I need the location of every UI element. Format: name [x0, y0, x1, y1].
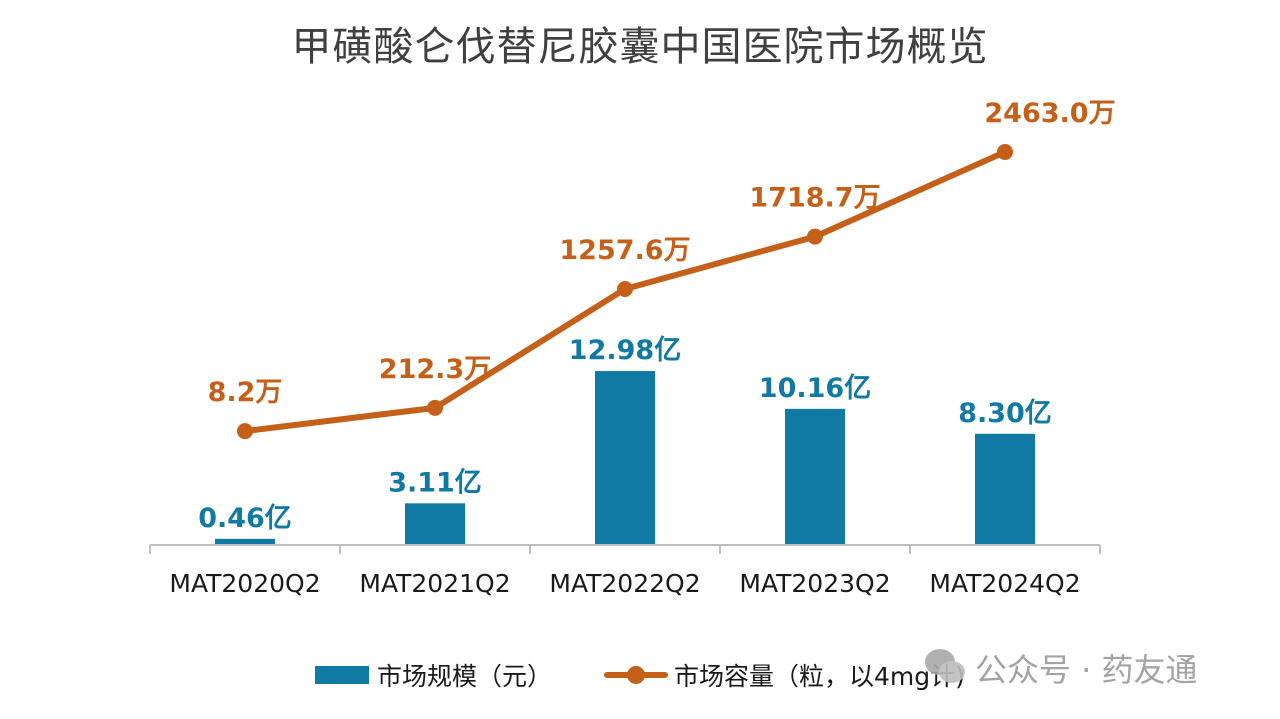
line-point-MAT2022Q2 [617, 281, 633, 298]
line-data-labels: 8.2万 212.3万 1257.6万 1718.7万 2463.0万 [208, 98, 1116, 408]
bar-label-MAT2021Q2: 3.11亿 [388, 467, 482, 498]
bar-MAT2020Q2 [215, 538, 275, 545]
bar-MAT2024Q2 [975, 433, 1035, 545]
line-label-MAT2022Q2: 1257.6万 [559, 235, 690, 266]
line-label-MAT2021Q2: 212.3万 [379, 354, 491, 385]
line-point-MAT2023Q2 [807, 228, 823, 245]
wechat-icon [925, 647, 967, 689]
bar-label-MAT2024Q2: 8.30亿 [958, 398, 1052, 429]
bar-MAT2023Q2 [785, 408, 845, 545]
x-tick-label: MAT2024Q2 [929, 569, 1080, 598]
watermark-text: 公众号 · 药友通 [975, 651, 1198, 689]
line-label-MAT2024Q2: 2463.0万 [984, 98, 1115, 129]
line-point-MAT2020Q2 [237, 423, 253, 440]
bar-label-MAT2022Q2: 12.98亿 [569, 335, 681, 366]
legend-swatch-bar [315, 666, 369, 684]
line-point-MAT2021Q2 [427, 399, 443, 416]
bar-label-MAT2023Q2: 10.16亿 [759, 373, 871, 404]
x-tick-label: MAT2022Q2 [549, 569, 700, 598]
bar-label-MAT2020Q2: 0.46亿 [198, 503, 292, 534]
x-tick-label: MAT2021Q2 [359, 569, 510, 598]
legend-label-market-volume: 市场容量（粒，以4mg计) [674, 662, 965, 691]
bar-MAT2021Q2 [405, 503, 465, 545]
plot-area: MAT2020Q2 MAT2021Q2 MAT2022Q2 MAT2023Q2 MAT2… [149, 98, 1116, 598]
x-axis [149, 544, 1101, 554]
x-tick-label: MAT2020Q2 [169, 569, 320, 598]
line-point-MAT2024Q2 [997, 143, 1013, 160]
legend-swatch-line [604, 665, 669, 685]
chart-title: 甲磺酸仑伐替尼胶囊中国医院市场概览 [291, 24, 989, 70]
line-series [237, 143, 1013, 440]
watermark: 公众号 · 药友通 [925, 645, 1198, 691]
bar-series [215, 371, 1035, 545]
legend-item-market-size[interactable]: 市场规模（元） [315, 657, 552, 693]
x-tick-labels: MAT2020Q2 MAT2021Q2 MAT2022Q2 MAT2023Q2 MAT2… [169, 569, 1080, 598]
legend: 市场规模（元） 市场容量（粒，以4mg计) [315, 655, 1017, 695]
bar-data-labels: 0.46亿 3.11亿 12.98亿 10.16亿 8.30亿 [198, 335, 1052, 534]
legend-label-market-size: 市场规模（元） [377, 662, 553, 691]
legend-item-market-volume[interactable]: 市场容量（粒，以4mg计) [604, 657, 965, 693]
line-label-MAT2020Q2: 8.2万 [208, 377, 283, 408]
x-tick-label: MAT2023Q2 [739, 569, 890, 598]
bar-MAT2022Q2 [595, 371, 655, 545]
line-label-MAT2023Q2: 1718.7万 [749, 183, 880, 214]
